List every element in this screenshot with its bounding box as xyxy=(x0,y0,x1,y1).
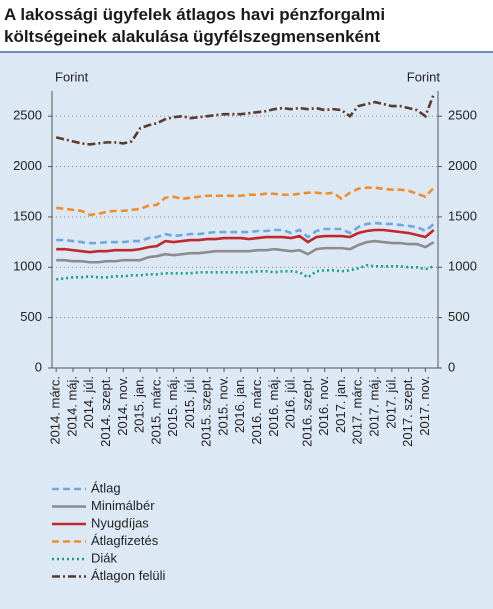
y-tick-label: 500 xyxy=(20,309,42,324)
x-tick-label: 2017. nov. xyxy=(417,376,432,436)
x-tick-label: 2014. nov. xyxy=(115,376,130,436)
y2-tick-label: 1000 xyxy=(448,259,477,274)
x-tick-label: 2016. nov. xyxy=(316,376,331,436)
x-tick-label: 2017. jan. xyxy=(333,376,348,433)
y2-axis-label: Forint xyxy=(407,69,441,84)
x-tick-label: 2016. márc. xyxy=(249,376,264,445)
x-tick-label: 2014. máj. xyxy=(64,376,79,437)
y-tick-label: 1000 xyxy=(13,259,42,274)
y2-tick-label: 0 xyxy=(448,359,455,374)
y2-tick-label: 500 xyxy=(448,309,470,324)
x-tick-label: 2015. máj. xyxy=(165,376,180,437)
y2-tick-label: 2500 xyxy=(448,108,477,123)
x-tick-label: 2017. máj. xyxy=(367,376,382,437)
legend-label: Átlag xyxy=(91,480,121,495)
y-axis-label: Forint xyxy=(55,69,89,84)
x-tick-label: 2017. júl. xyxy=(383,376,398,429)
series-line xyxy=(55,93,436,146)
x-tick-label: 2015. júl. xyxy=(182,376,197,429)
chart-title: A lakossági ügyfelek átlagos havi pénzfo… xyxy=(0,0,493,53)
y-tick-label: 2500 xyxy=(13,108,42,123)
series-line xyxy=(56,221,435,245)
x-tick-label: 2016. júl. xyxy=(283,376,298,429)
x-tick-label: 2016. jan. xyxy=(232,376,247,433)
x-tick-label: 2017. szept. xyxy=(400,376,415,447)
legend-label: Minimálbér xyxy=(91,498,155,513)
series-line xyxy=(56,239,435,264)
y2-tick-label: 2000 xyxy=(448,158,477,173)
series-line xyxy=(56,228,435,254)
legend-label: Átlagfizetés xyxy=(91,533,159,548)
legend-label: Nyugdíjas xyxy=(91,515,149,530)
x-tick-label: 2015. szept. xyxy=(199,376,214,447)
y-tick-label: 0 xyxy=(35,359,42,374)
y2-tick-label: 1500 xyxy=(448,208,477,223)
x-tick-label: 2014. júl. xyxy=(81,376,96,429)
legend-label: Diák xyxy=(91,550,118,565)
y-tick-label: 1500 xyxy=(13,208,42,223)
x-tick-label: 2015. nov. xyxy=(215,376,230,436)
x-tick-label: 2017. márc. xyxy=(350,376,365,445)
series-line xyxy=(56,186,435,217)
x-tick-label: 2014. szept. xyxy=(98,376,113,447)
x-tick-label: 2014. márc. xyxy=(48,376,63,445)
y-tick-label: 2000 xyxy=(13,158,42,173)
x-tick-label: 2016. szept. xyxy=(299,376,314,447)
x-tick-label: 2015. márc. xyxy=(148,376,163,445)
x-tick-label: 2015. jan. xyxy=(132,376,147,433)
x-tick-label: 2016. máj. xyxy=(266,376,281,437)
legend-label: Átlagon felüli xyxy=(91,568,166,583)
